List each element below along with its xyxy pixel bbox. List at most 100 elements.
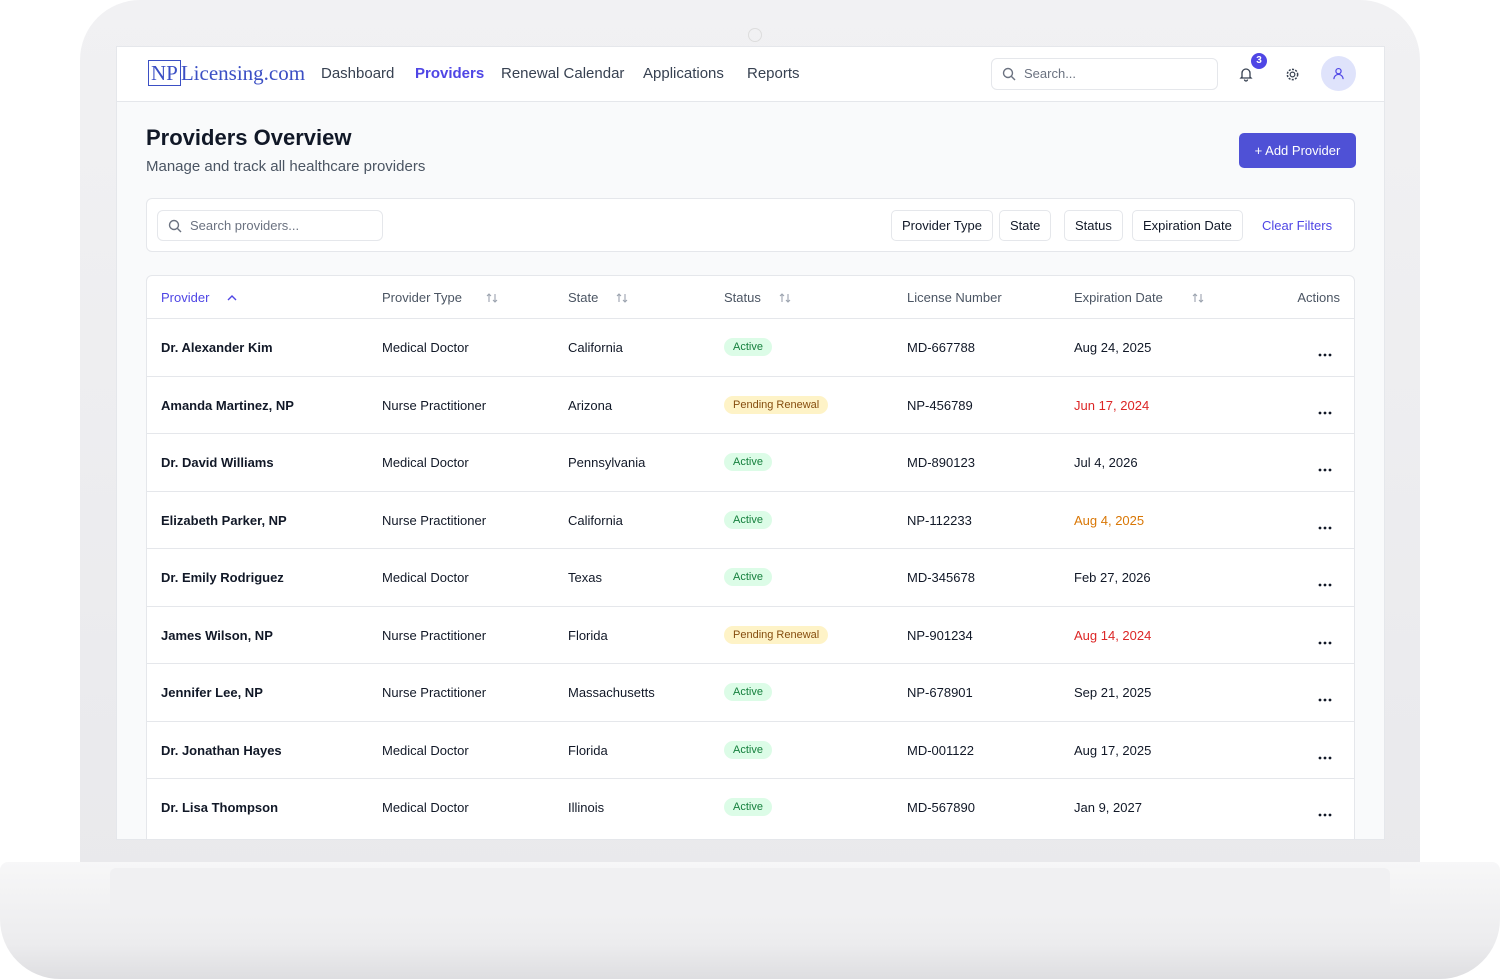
license-cell: NP-678901 [907,685,973,700]
type-cell: Medical Doctor [382,742,469,758]
status-badge: Active [724,338,772,356]
type-cell: Medical Doctor [382,570,469,585]
row-actions[interactable] [1318,402,1332,420]
license-cell: MD-567890 [907,800,975,815]
table-row[interactable]: Elizabeth Parker, NP Nurse Practitioner Ca… [147,490,1354,549]
column-header[interactable]: Provider [161,290,210,305]
row-actions[interactable] [1318,574,1332,592]
page-title: Providers Overview [146,125,352,150]
state-cell: California [568,512,623,528]
page-subtitle: Manage and track all healthcare provider… [146,158,426,175]
state-cell: Florida [568,742,608,758]
camera [748,28,762,42]
column-header[interactable]: License Number [907,290,1002,305]
provider-name: Dr. Lisa Thompson [161,800,279,815]
state-cell: Pennsylvania [568,455,646,470]
expiration-cell: Aug 17, 2025 [1074,742,1152,758]
type-cell: Nurse Practitioner [382,627,487,643]
expiration-cell: Jul 4, 2026 [1074,455,1138,470]
license-cell: MD-001122 [907,742,974,758]
provider-name: James Wilson, NP [161,627,273,643]
type-cell: Medical Doctor [382,800,469,815]
license-cell: NP-112233 [907,512,972,528]
nav-link[interactable]: Dashboard [321,65,395,82]
expiration-cell: Sep 21, 2025 [1074,685,1152,700]
state-cell: Texas [568,570,602,585]
row-actions[interactable] [1318,459,1332,477]
table-row[interactable]: Amanda Martinez, NP Nurse Practitioner Ari… [147,375,1354,434]
row-actions[interactable] [1318,632,1332,650]
avatar[interactable] [1321,56,1356,91]
nav-link[interactable]: Renewal Calendar [501,65,625,82]
status-badge: Active [724,798,772,816]
filter-button[interactable]: Status [1064,210,1123,241]
row-actions[interactable] [1318,344,1332,362]
expiration-cell: Aug 4, 2025 [1074,512,1145,528]
nav-link[interactable]: Applications [643,65,724,82]
expiration-cell: Jan 9, 2027 [1074,800,1142,815]
table-row[interactable]: Dr. Lisa Thompson Medical Doctor Illinois A… [147,778,1354,836]
row-actions[interactable] [1318,747,1332,765]
notification-count: 3 [1251,53,1267,69]
filter-button[interactable]: Provider Type [891,210,993,241]
bell-icon[interactable] [1238,66,1254,82]
global-search[interactable]: Search... [991,58,1218,90]
column-header[interactable]: Actions [1297,290,1340,305]
provider-name: Amanda Martinez, NP [161,397,294,413]
search-placeholder: Search... [1024,66,1077,81]
state-cell: Florida [568,627,608,643]
state-cell: Arizona [568,397,613,413]
license-cell: MD-667788 [907,340,975,355]
column-header[interactable]: State [568,290,599,305]
type-cell: Nurse Practitioner [382,685,487,700]
status-badge: Active [724,683,772,701]
nav-link[interactable]: Reports [747,65,800,82]
row-actions[interactable] [1318,689,1332,707]
row-actions[interactable] [1318,804,1332,822]
status-badge: Active [724,510,772,529]
keyboard-deck [110,868,1390,912]
provider-name: Dr. David Williams [161,455,274,470]
column-header[interactable]: Status [724,290,761,305]
nav-link[interactable]: Providers [415,65,485,82]
column-header[interactable]: Expiration Date [1074,290,1163,305]
type-cell: Medical Doctor [382,340,469,355]
state-cell: Illinois [568,800,605,815]
expiration-cell: Aug 24, 2025 [1074,340,1152,355]
type-cell: Nurse Practitioner [382,512,487,528]
license-cell: MD-890123 [907,455,975,470]
add-provider-button[interactable]: + Add Provider [1239,133,1356,168]
logo[interactable]: NP Licensing.com [148,60,306,86]
table-row[interactable]: Dr. Jonathan Hayes Medical Doctor Florida A… [147,720,1354,779]
settings-icon[interactable] [1285,67,1300,82]
status-badge: Active [724,453,772,471]
provider-name: Dr. Emily Rodriguez [161,570,284,585]
filter-button[interactable]: State [999,210,1052,241]
row-actions[interactable] [1318,517,1332,535]
provider-search[interactable]: Search providers... [157,210,383,241]
providers-table: Provider Provider Type State Status License … [146,275,1355,839]
search-placeholder: Search providers... [190,218,300,233]
provider-name: Jennifer Lee, NP [161,685,263,700]
license-cell: NP-456789 [907,397,973,413]
table-row[interactable]: Dr. Alexander Kim Medical Doctor Californi… [147,318,1354,376]
state-cell: California [568,340,623,355]
type-cell: Nurse Practitioner [382,397,487,413]
type-cell: Medical Doctor [382,455,469,470]
clear-filters[interactable]: Clear Filters [1262,218,1333,233]
logo-box: NP [148,60,181,86]
logo-text: Licensing.com [180,61,306,85]
status-badge: Active [724,568,772,586]
provider-name: Dr. Jonathan Hayes [161,742,282,758]
license-cell: NP-901234 [907,627,973,643]
license-cell: MD-345678 [907,570,975,585]
table-row[interactable]: Dr. Emily Rodriguez Medical Doctor Texas Ac… [147,548,1354,606]
table-row[interactable]: James Wilson, NP Nurse Practitioner Florid… [147,605,1354,664]
filter-button[interactable]: Expiration Date [1132,210,1243,241]
column-header[interactable]: Provider Type [382,290,462,305]
table-row[interactable]: Dr. David Williams Medical Doctor Pennsylv… [147,433,1354,491]
provider-name: Dr. Alexander Kim [161,340,273,355]
table-row[interactable]: Jennifer Lee, NP Nurse Practitioner Massac… [147,663,1354,721]
expiration-cell: Aug 14, 2024 [1074,627,1152,643]
